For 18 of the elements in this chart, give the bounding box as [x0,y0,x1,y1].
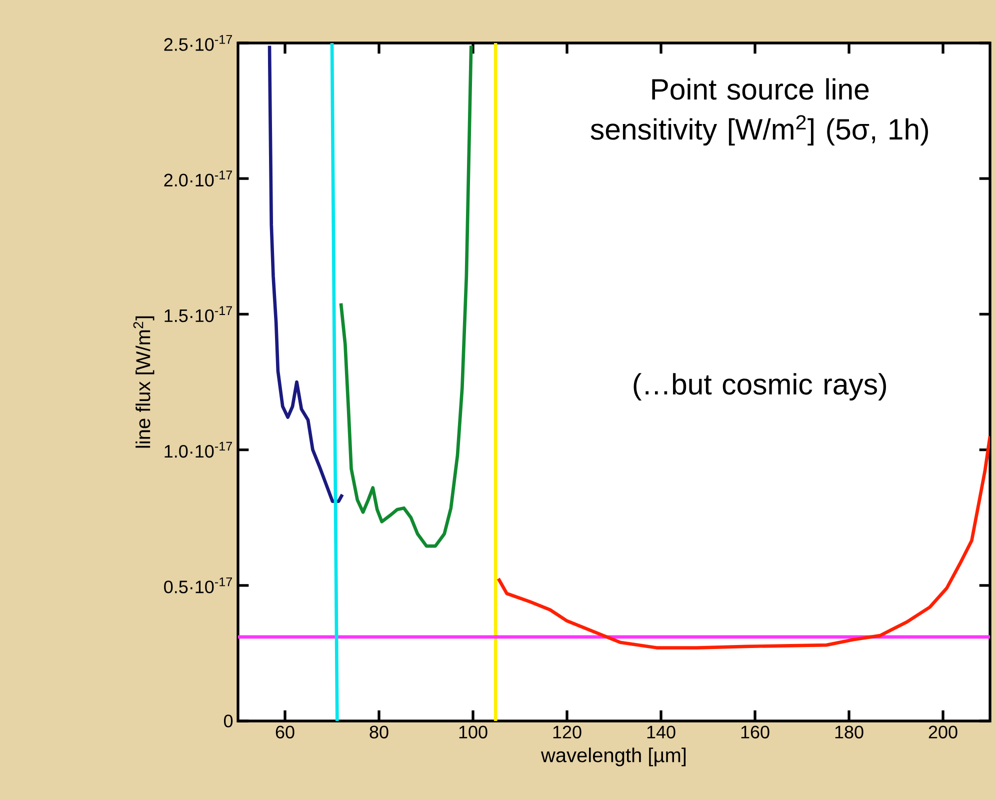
y-tick-label: 0.5·10$^{-17}$ [164,577,232,594]
x-axis-title: wavelength [µm] [540,748,686,766]
x-tick-label: 100 [459,726,488,738]
x-tick-label: 140 [647,726,676,738]
x-tick-label: 120 [553,726,582,738]
x-tick-label: 200 [928,726,958,738]
y-tick-label: 0 [224,714,233,728]
x-tick-label: 80 [370,726,388,738]
y-tick-label: 2.0·10$^{-17}$ [164,170,232,186]
x-tick-label: 160 [741,726,770,738]
y-tick-label: 1.5·10$^{-17}$ [164,306,232,322]
y-tick-label: 1.0·10$^{-17}$ [164,442,232,458]
x-tick-label: 180 [835,726,864,738]
x-tick-label: 60 [276,726,294,738]
annotation: (…but cosmic rays) [634,373,886,400]
y-tick-label: 2.5·10$^{-17}$ [164,35,232,51]
y-axis-title: line flux [W/m$^{2}$] [133,316,154,448]
annotation: Point source line sensitivity [W/m$^{2}$] (5σ, 1h) [590,78,928,146]
